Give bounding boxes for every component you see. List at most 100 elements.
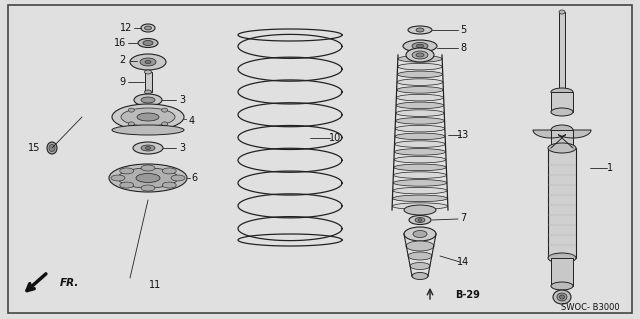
- Ellipse shape: [145, 70, 152, 74]
- Ellipse shape: [396, 102, 444, 109]
- Ellipse shape: [548, 143, 576, 153]
- Ellipse shape: [397, 63, 442, 70]
- Bar: [551, 92, 573, 112]
- Text: 3: 3: [179, 143, 185, 153]
- Text: 7: 7: [460, 213, 466, 223]
- Ellipse shape: [112, 104, 184, 130]
- Ellipse shape: [408, 26, 432, 34]
- Ellipse shape: [145, 146, 150, 150]
- Ellipse shape: [416, 28, 424, 32]
- Ellipse shape: [394, 164, 446, 171]
- Text: B-29: B-29: [455, 290, 480, 300]
- Text: 1: 1: [607, 163, 613, 173]
- Text: 4: 4: [189, 116, 195, 126]
- Text: 11: 11: [149, 280, 161, 290]
- Ellipse shape: [395, 141, 445, 147]
- Ellipse shape: [128, 122, 134, 126]
- Ellipse shape: [412, 273, 428, 279]
- Ellipse shape: [551, 88, 573, 96]
- Ellipse shape: [120, 182, 134, 188]
- Ellipse shape: [557, 293, 567, 301]
- Ellipse shape: [412, 272, 428, 279]
- Ellipse shape: [551, 282, 573, 290]
- Ellipse shape: [394, 172, 447, 178]
- Text: 8: 8: [460, 43, 466, 53]
- Ellipse shape: [112, 125, 184, 135]
- Ellipse shape: [403, 40, 437, 52]
- Ellipse shape: [409, 216, 431, 225]
- Ellipse shape: [412, 51, 428, 59]
- Text: 13: 13: [457, 130, 469, 140]
- Bar: [551, 258, 573, 286]
- Ellipse shape: [49, 145, 55, 152]
- Ellipse shape: [395, 133, 445, 140]
- Ellipse shape: [392, 195, 447, 202]
- Ellipse shape: [393, 180, 447, 186]
- Ellipse shape: [406, 241, 434, 251]
- Text: 3: 3: [179, 95, 185, 105]
- Text: 9: 9: [120, 77, 126, 87]
- Ellipse shape: [394, 156, 446, 163]
- Ellipse shape: [408, 252, 432, 260]
- Ellipse shape: [141, 24, 155, 32]
- Ellipse shape: [404, 205, 436, 215]
- Ellipse shape: [551, 143, 573, 153]
- Polygon shape: [559, 130, 591, 148]
- Ellipse shape: [145, 61, 151, 63]
- Ellipse shape: [413, 231, 427, 238]
- Text: 14: 14: [457, 257, 469, 267]
- Ellipse shape: [396, 125, 445, 132]
- Ellipse shape: [415, 218, 425, 222]
- Ellipse shape: [137, 113, 159, 121]
- Ellipse shape: [392, 203, 448, 209]
- Ellipse shape: [143, 41, 153, 46]
- Text: SWOC- B3000: SWOC- B3000: [561, 303, 620, 313]
- Ellipse shape: [47, 142, 57, 154]
- Ellipse shape: [130, 54, 166, 70]
- Ellipse shape: [141, 145, 155, 151]
- Ellipse shape: [141, 185, 155, 191]
- Ellipse shape: [551, 125, 573, 135]
- Ellipse shape: [162, 122, 168, 126]
- Ellipse shape: [417, 44, 424, 48]
- Polygon shape: [533, 130, 566, 148]
- Ellipse shape: [553, 290, 571, 304]
- Ellipse shape: [171, 175, 185, 181]
- Ellipse shape: [141, 97, 155, 103]
- Text: 5: 5: [460, 25, 466, 35]
- Text: FR.: FR.: [60, 278, 79, 288]
- Ellipse shape: [397, 94, 444, 101]
- Ellipse shape: [418, 219, 422, 221]
- Ellipse shape: [416, 53, 424, 57]
- Ellipse shape: [396, 118, 444, 124]
- Ellipse shape: [396, 110, 444, 116]
- Ellipse shape: [136, 174, 160, 182]
- Ellipse shape: [398, 56, 442, 62]
- Ellipse shape: [397, 71, 443, 78]
- Ellipse shape: [134, 94, 162, 106]
- Ellipse shape: [412, 42, 428, 49]
- Ellipse shape: [141, 165, 155, 171]
- Ellipse shape: [111, 175, 125, 181]
- Bar: [548, 148, 576, 258]
- Bar: [145, 72, 152, 92]
- Text: 15: 15: [28, 143, 40, 153]
- Ellipse shape: [162, 108, 168, 112]
- Text: 12: 12: [120, 23, 132, 33]
- Ellipse shape: [140, 58, 156, 66]
- Ellipse shape: [128, 108, 134, 112]
- Ellipse shape: [559, 10, 565, 14]
- Ellipse shape: [121, 108, 175, 126]
- Ellipse shape: [162, 182, 176, 188]
- Bar: [551, 130, 573, 148]
- Text: 2: 2: [120, 55, 126, 65]
- Text: 10: 10: [329, 133, 341, 143]
- Ellipse shape: [145, 90, 152, 94]
- Ellipse shape: [548, 253, 576, 263]
- Bar: [559, 12, 565, 92]
- Text: 16: 16: [114, 38, 126, 48]
- Ellipse shape: [145, 26, 152, 30]
- Ellipse shape: [133, 142, 163, 154]
- Ellipse shape: [397, 79, 443, 85]
- Ellipse shape: [410, 263, 430, 270]
